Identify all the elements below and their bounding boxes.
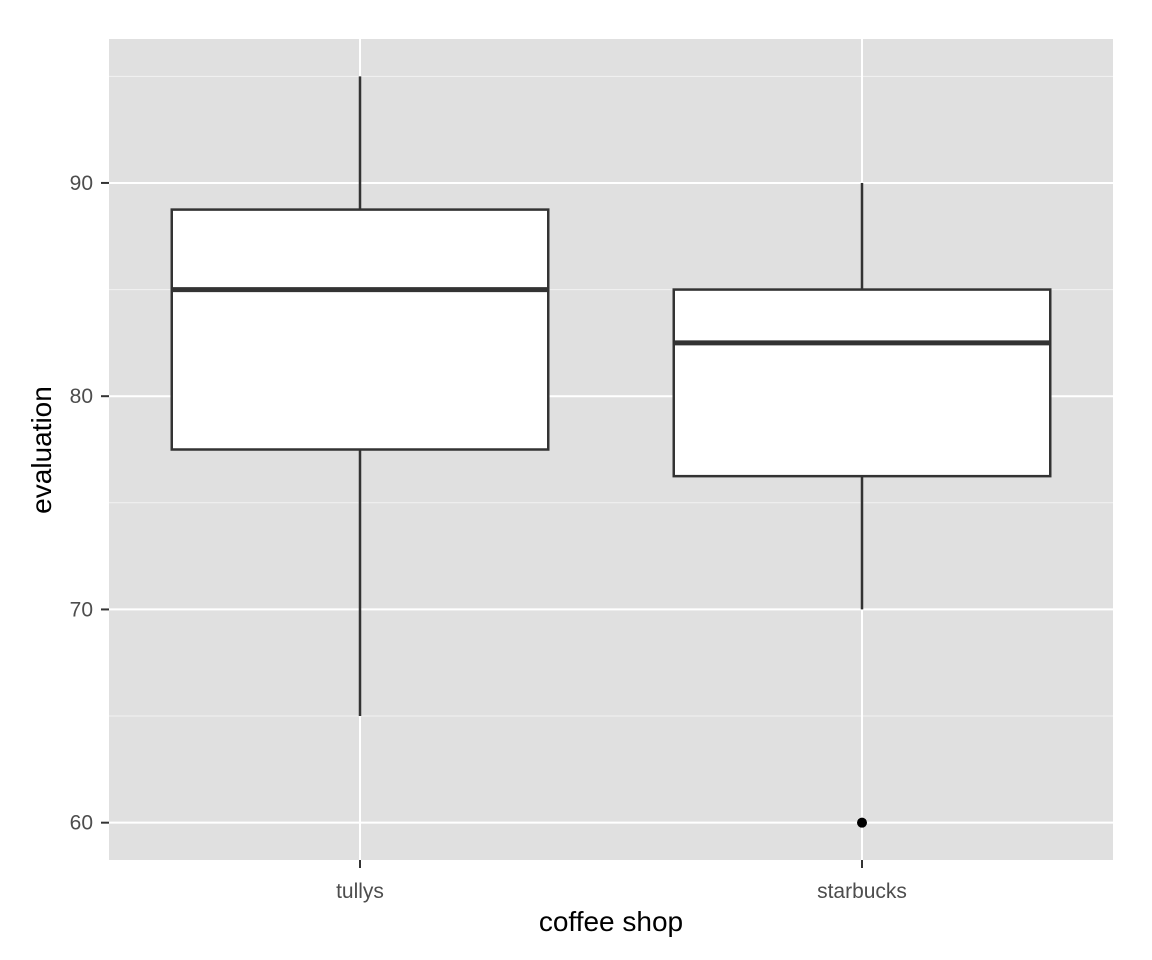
x-axis-title: coffee shop [539, 906, 683, 937]
outlier-point [857, 817, 867, 828]
box-rect [672, 288, 1052, 478]
x-tick-label: starbucks [817, 880, 907, 903]
boxes-layer [170, 76, 1052, 828]
x-tick-label: tullys [336, 880, 384, 903]
y-tick-label: 80 [70, 385, 93, 408]
y-tick-label: 90 [70, 172, 93, 195]
box-starbucks [672, 182, 1052, 828]
y-axis-title: evaluation [26, 386, 57, 514]
box-rect [170, 208, 550, 451]
box-tullys [170, 76, 550, 717]
axes-layer: 60 70 80 90 tullys starbucks [70, 172, 907, 903]
y-tick-label: 70 [70, 598, 93, 621]
y-tick-label: 60 [70, 812, 93, 835]
